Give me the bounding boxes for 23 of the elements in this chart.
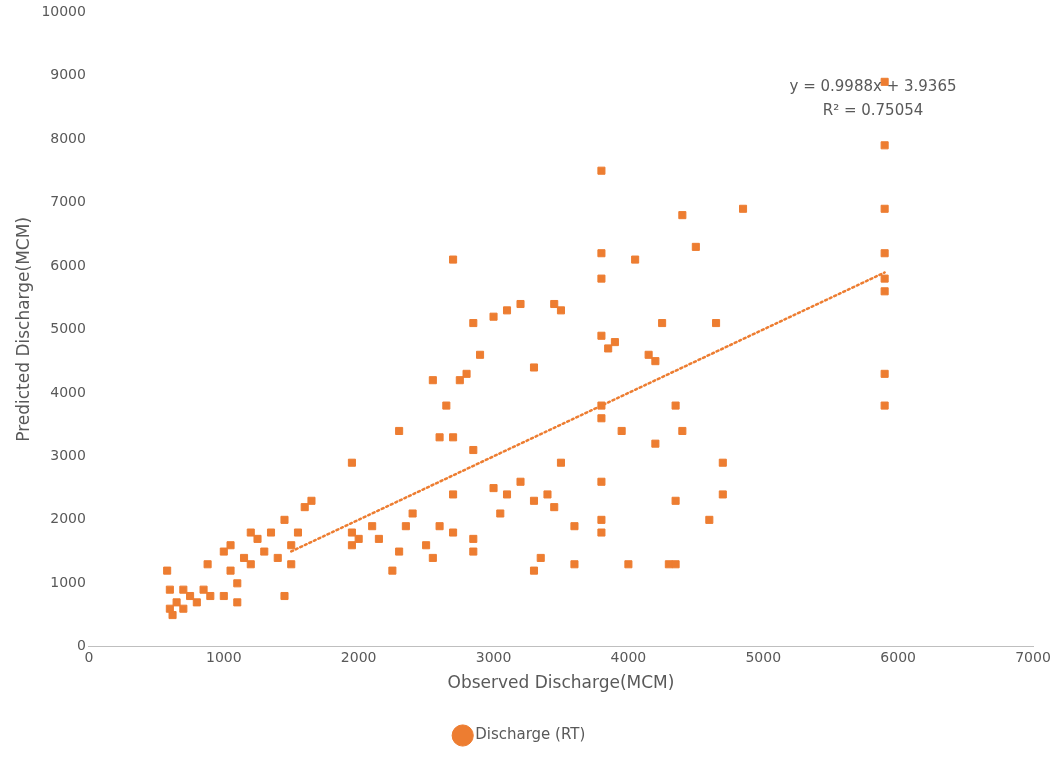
y-tick-label: 8000 (50, 129, 86, 146)
y-axis-title: Predicted Discharge(MCM) (12, 216, 33, 442)
annotation: y = 0.9988x + 3.9365 (789, 76, 957, 95)
y-tick-label: 1000 (50, 573, 86, 590)
y-tick-label: 5000 (50, 320, 86, 337)
x-tick-label: 5000 (745, 648, 782, 665)
y-tick-label: 3000 (50, 447, 86, 463)
x-tick-label: 1000 (205, 648, 242, 665)
y-tick-label: 6000 (50, 256, 86, 273)
y-tick-label: 4000 (50, 383, 86, 400)
y-tick-label: 9000 (50, 66, 86, 83)
y-tick-label: 10000 (41, 2, 86, 19)
x-tick-label: 2000 (340, 648, 377, 665)
annotation: R² = 0.75054 (822, 100, 924, 119)
x-tick-label: 3000 (475, 648, 512, 665)
y-tick-label: 7000 (50, 193, 86, 210)
x-axis-title: Observed Discharge(MCM) (447, 672, 675, 693)
y-tick-label: 0 (77, 637, 86, 654)
legend-label: Discharge (RT) (475, 725, 586, 744)
x-tick-label: 7000 (1015, 648, 1051, 665)
x-tick-label: 6000 (880, 648, 916, 665)
y-tick-label: 2000 (50, 510, 86, 527)
x-tick-label: 4000 (610, 648, 647, 665)
